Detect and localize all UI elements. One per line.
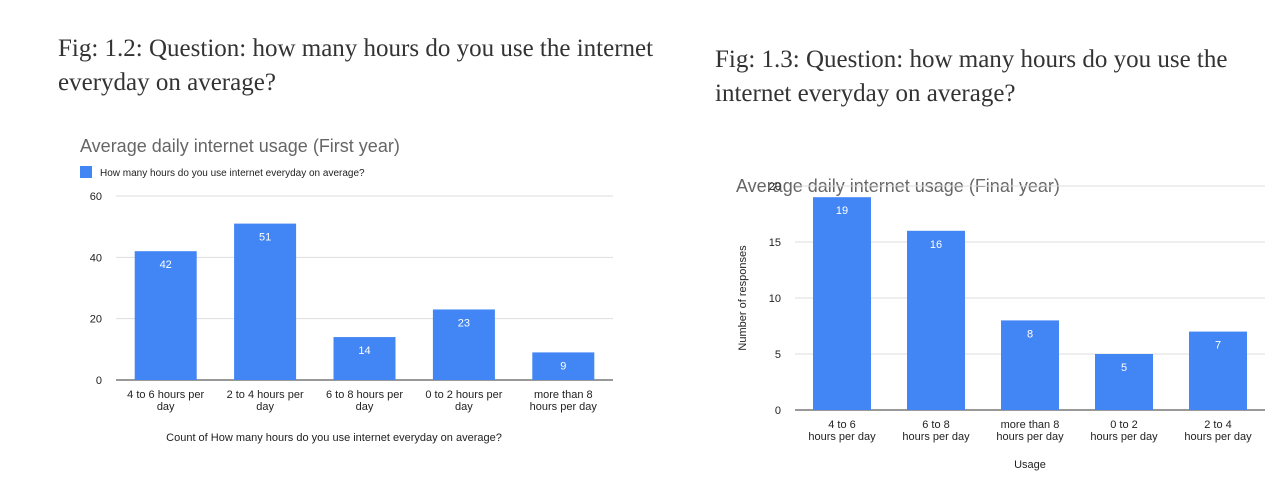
bar [1189,331,1247,410]
bar-value-label: 23 [458,317,470,329]
y-axis-label: Number of responses [737,245,749,351]
bar-value-label: 7 [1215,340,1221,352]
y-tick-label: 5 [775,349,781,361]
chart-final-year: Average daily internet usage (Final year… [720,166,1280,486]
x-tick-label: 4 to 6 hours per day [808,419,876,443]
chart-title: Average daily internet usage (First year… [80,136,400,156]
bar-value-label: 14 [358,345,370,357]
bar [234,223,297,380]
chart-final-year-svg: Average daily internet usage (Final year… [736,176,1265,471]
x-tick-label: 0 to 2 hours per day [1090,419,1158,443]
y-tick-label: 10 [769,293,781,305]
bar [432,309,495,380]
x-axis-label: Usage [1014,459,1046,471]
y-tick-label: 20 [769,181,781,193]
x-tick-label: 6 to 8 hours per day [902,419,970,443]
bar-value-label: 42 [160,259,172,271]
x-tick-label: 0 to 2 hours per day [425,389,502,413]
bar [333,337,396,380]
bar [134,251,197,380]
legend-label: How many hours do you use internet every… [100,168,365,179]
bar-value-label: 9 [560,360,566,372]
chart-first-year-svg: Average daily internet usage (First year… [80,136,613,444]
y-tick-label: 20 [90,314,102,326]
x-tick-label: 2 to 4 hours per day [227,389,304,413]
x-axis-label: Count of How many hours do you use inter… [166,432,502,444]
figure-caption-right: Fig: 1.3: Question: how many hours do yo… [715,46,1228,107]
x-tick-label: 4 to 6 hours per day [127,389,204,413]
y-tick-label: 60 [90,191,102,203]
x-tick-label: 2 to 4 hours per day [1184,419,1252,443]
bar [1095,354,1153,410]
y-tick-label: 0 [775,405,781,417]
bar [1001,320,1059,410]
bar [532,352,595,380]
y-tick-label: 15 [769,237,781,249]
y-tick-label: 40 [90,252,102,264]
x-tick-label: more than 8 hours per day [530,389,598,413]
bar [907,230,965,410]
x-tick-label: 6 to 8 hours per day [326,389,403,413]
bar-value-label: 5 [1121,362,1127,374]
figure-caption-left: Fig: 1.2: Question: how many hours do yo… [58,35,654,96]
x-tick-label: more than 8 hours per day [996,419,1064,443]
bar-value-label: 19 [836,205,848,217]
bar [813,197,871,410]
y-tick-label: 0 [96,375,102,387]
chart-first-year: Average daily internet usage (First year… [58,128,628,468]
legend-swatch [80,166,92,178]
bar-value-label: 8 [1027,328,1033,340]
bar-value-label: 16 [930,239,942,251]
bar-value-label: 51 [259,232,271,244]
